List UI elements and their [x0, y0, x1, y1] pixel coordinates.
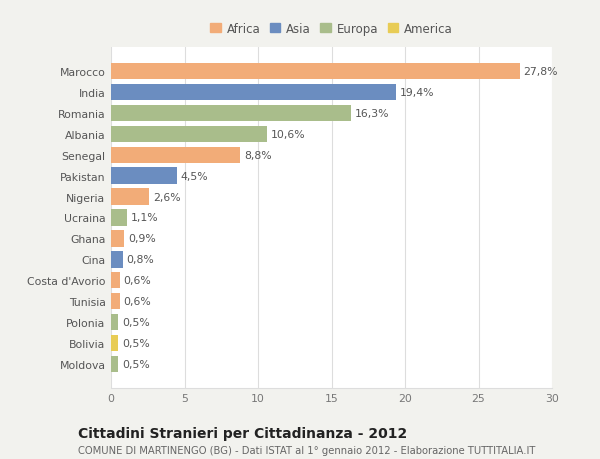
Bar: [111, 147, 241, 163]
Text: 0,6%: 0,6%: [124, 297, 151, 307]
Bar: [111, 126, 267, 143]
Bar: [111, 231, 124, 247]
Text: 0,8%: 0,8%: [127, 255, 154, 265]
Text: 10,6%: 10,6%: [271, 129, 305, 140]
Text: 0,5%: 0,5%: [122, 359, 150, 369]
Text: 0,5%: 0,5%: [122, 318, 150, 327]
Text: 2,6%: 2,6%: [153, 192, 181, 202]
Text: 0,6%: 0,6%: [124, 276, 151, 285]
Bar: [111, 106, 350, 122]
Text: Cittadini Stranieri per Cittadinanza - 2012: Cittadini Stranieri per Cittadinanza - 2…: [78, 426, 407, 440]
Text: 27,8%: 27,8%: [523, 67, 558, 77]
Bar: [111, 314, 118, 330]
Text: 8,8%: 8,8%: [244, 151, 272, 160]
Text: 0,9%: 0,9%: [128, 234, 155, 244]
Text: 0,5%: 0,5%: [122, 338, 150, 348]
Legend: Africa, Asia, Europa, America: Africa, Asia, Europa, America: [208, 20, 455, 38]
Bar: [111, 273, 120, 289]
Bar: [111, 84, 396, 101]
Text: 1,1%: 1,1%: [131, 213, 158, 223]
Bar: [111, 189, 149, 205]
Text: 19,4%: 19,4%: [400, 88, 434, 98]
Bar: [111, 252, 123, 268]
Bar: [111, 293, 120, 310]
Bar: [111, 64, 520, 80]
Bar: [111, 168, 177, 185]
Text: COMUNE DI MARTINENGO (BG) - Dati ISTAT al 1° gennaio 2012 - Elaborazione TUTTITA: COMUNE DI MARTINENGO (BG) - Dati ISTAT a…: [78, 445, 535, 455]
Bar: [111, 335, 118, 352]
Bar: [111, 210, 127, 226]
Bar: [111, 356, 118, 372]
Text: 16,3%: 16,3%: [354, 109, 389, 118]
Text: 4,5%: 4,5%: [181, 171, 208, 181]
